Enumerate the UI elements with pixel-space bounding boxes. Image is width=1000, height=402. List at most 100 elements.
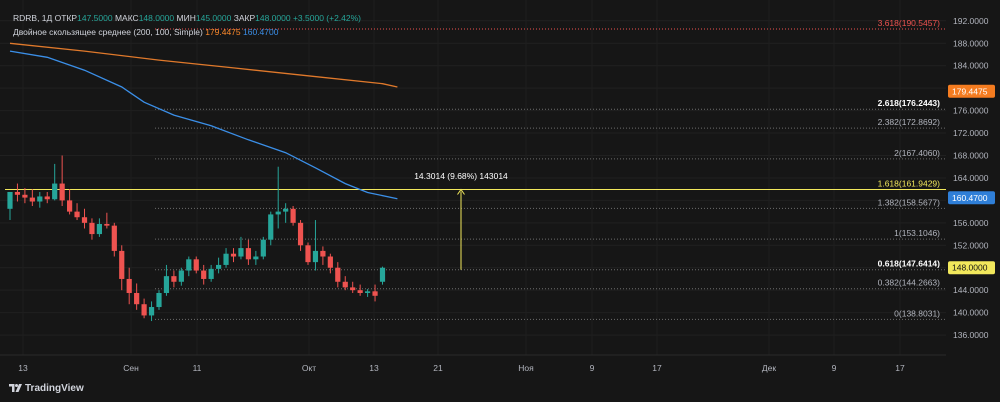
candle-body	[208, 268, 214, 279]
ma-row: Двойное скользящее среднее (200, 100, Si…	[13, 25, 361, 39]
candle-body	[320, 250, 326, 257]
candle-body	[7, 191, 13, 209]
chart-legend: RDRB, 1Д ОТКР147.5000 МАКС148.0000 МИН14…	[13, 11, 361, 39]
time-tick-label: 13	[369, 363, 379, 373]
low-value: 145.0000	[195, 13, 232, 23]
time-tick-label: 9	[590, 363, 595, 373]
candle-body	[156, 292, 162, 308]
candle-body	[350, 287, 356, 291]
candle-body	[104, 223, 110, 226]
ohlc-row: RDRB, 1Д ОТКР147.5000 МАКС148.0000 МИН14…	[13, 11, 361, 25]
candle-body	[186, 259, 192, 271]
candle-body	[67, 200, 73, 212]
chart-grid	[0, 354, 946, 356]
candle-body	[44, 196, 50, 200]
time-tick-label: 21	[433, 363, 443, 373]
ma200-badge-label: 179.4475	[952, 86, 988, 96]
candle-body	[379, 267, 386, 282]
candle-body	[297, 222, 304, 246]
candle-body	[253, 256, 259, 260]
candle-body	[119, 250, 125, 279]
candle-body	[327, 256, 333, 268]
moving-averages	[9, 42, 398, 200]
high-value: 148.0000	[138, 13, 175, 23]
fib-level-label: 1.618(161.9429)	[878, 178, 941, 188]
fib-level-label: 2.618(176.2443)	[878, 98, 941, 108]
measure-arrow-icon	[457, 188, 465, 195]
candle-body	[342, 281, 348, 288]
time-tick-label: 13	[18, 363, 28, 373]
fibonacci-extension[interactable]: 3.618(190.5457) 2.618(176.2443) 2.382(172.…	[5, 18, 946, 320]
price-range-measure[interactable]: 14.3014 (9.68%) 143014	[414, 171, 508, 270]
candle-body	[59, 183, 65, 201]
candle-body	[216, 264, 222, 269]
fib-level-label: 1(153.1046)	[894, 228, 940, 238]
ma200-value: 179.4475	[205, 27, 241, 37]
ma100-line	[9, 50, 398, 200]
candle-body	[37, 196, 43, 202]
close-label: ЗАКР	[233, 13, 256, 23]
candle-body	[268, 214, 274, 240]
candle-body	[163, 276, 170, 293]
candle-body	[111, 225, 117, 251]
measure-label: 14.3014 (9.68%) 143014	[414, 171, 508, 181]
time-tick-label: 9	[832, 363, 837, 373]
ma100-badge	[948, 191, 995, 205]
candle-body	[365, 291, 371, 293]
current-price-badge	[948, 261, 995, 275]
ma200-line	[9, 42, 398, 88]
ma100-badge-label: 160.4700	[952, 193, 988, 203]
candle-body	[245, 248, 251, 260]
time-tick-label: 17	[652, 363, 662, 373]
price-tick-label: 176.0000	[953, 106, 989, 116]
price-axis[interactable]: 136.0000 140.0000 144.0000 148.0000 152.0000…	[948, 16, 995, 340]
candle-body	[275, 211, 281, 215]
candle-body	[305, 245, 311, 263]
tradingview-logo[interactable]: TradingView	[9, 383, 84, 394]
candle-body	[22, 194, 28, 198]
candle-body	[52, 183, 58, 200]
open-value: 147.5000	[77, 13, 113, 23]
fib-level-label: 2(167.4060)	[894, 148, 940, 158]
candle-body	[230, 253, 237, 257]
candle-body	[171, 276, 177, 282]
change-value: +3.5000 (+2.42%)	[292, 13, 362, 23]
candle-body	[141, 304, 147, 316]
price-tick-label: 156.0000	[953, 218, 989, 228]
fib-level-label: 0.382(144.2663)	[878, 278, 941, 288]
candle-body	[260, 239, 266, 257]
price-tick-label: 164.0000	[953, 173, 989, 183]
candle-body	[312, 250, 319, 263]
time-tick-label: Сен	[123, 363, 139, 373]
low-label: МИН	[176, 13, 196, 23]
candle-body	[223, 253, 229, 265]
time-axis[interactable]: 13 Сен 11 Окт 13 21 Ноя 9 17 Дек 9 17	[18, 363, 905, 373]
time-tick-label: Дек	[762, 363, 776, 373]
candle-body	[134, 292, 140, 305]
candle-body	[74, 211, 80, 218]
ma-indicator-label[interactable]: Двойное скользящее среднее (200, 100, Si…	[13, 27, 203, 37]
candle-body	[96, 223, 102, 235]
price-tick-label: 188.0000	[953, 38, 989, 48]
fib-level-label: 2.382(172.8692)	[878, 117, 941, 127]
time-tick-label: 17	[895, 363, 905, 373]
fib-level-label: 0.618(147.6414)	[878, 259, 941, 269]
symbol-label[interactable]: RDRB, 1Д	[13, 13, 53, 23]
candle-body	[126, 278, 132, 293]
candle-body	[148, 307, 155, 316]
candle-body	[29, 197, 35, 202]
brand-name: TradingView	[25, 383, 84, 394]
candle-body	[178, 270, 184, 282]
current-price-badge-label: 148.0000	[952, 263, 988, 273]
high-label: МАКС	[114, 13, 139, 23]
tradingview-icon	[9, 384, 22, 392]
candle-body	[238, 248, 244, 257]
price-tick-label: 184.0000	[953, 61, 989, 71]
ma200-badge	[948, 84, 995, 98]
candle-body	[335, 267, 341, 282]
price-tick-label: 172.0000	[953, 128, 989, 138]
candle-body	[372, 291, 378, 296]
fib-level-label: 3.618(190.5457)	[878, 18, 941, 28]
